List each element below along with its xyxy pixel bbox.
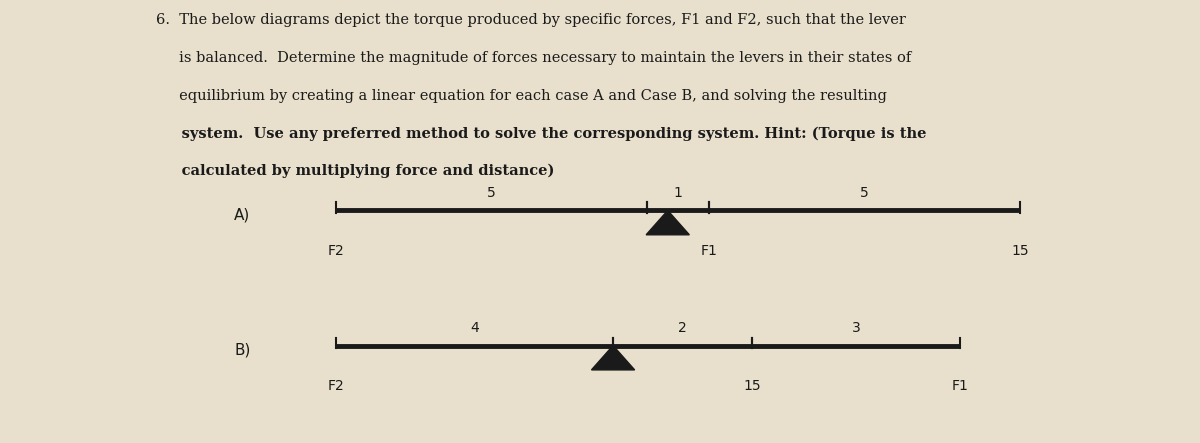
Text: F2: F2 [328,379,344,393]
Text: 5: 5 [860,186,869,200]
Polygon shape [592,346,635,370]
Text: F2: F2 [328,244,344,258]
Text: 15: 15 [743,379,761,393]
Text: A): A) [234,207,251,222]
Text: 6.  The below diagrams depict the torque produced by specific forces, F1 and F2,: 6. The below diagrams depict the torque … [156,13,906,27]
Text: equilibrium by creating a linear equation for each case A and Case B, and solvin: equilibrium by creating a linear equatio… [156,89,887,103]
Text: is balanced.  Determine the magnitude of forces necessary to maintain the levers: is balanced. Determine the magnitude of … [156,51,911,65]
Text: system.  Use any preferred method to solve the corresponding system. Hint: (Torq: system. Use any preferred method to solv… [156,126,926,140]
Polygon shape [646,210,689,235]
Text: 2: 2 [678,321,688,335]
Text: B): B) [234,342,251,358]
Text: F1: F1 [952,379,968,393]
Text: F1: F1 [701,244,718,258]
Text: 3: 3 [852,321,860,335]
Text: 5: 5 [487,186,496,200]
Text: 4: 4 [470,321,479,335]
Text: 15: 15 [1012,244,1028,258]
Text: calculated by multiplying force and distance): calculated by multiplying force and dist… [156,164,554,178]
Text: 1: 1 [673,186,683,200]
